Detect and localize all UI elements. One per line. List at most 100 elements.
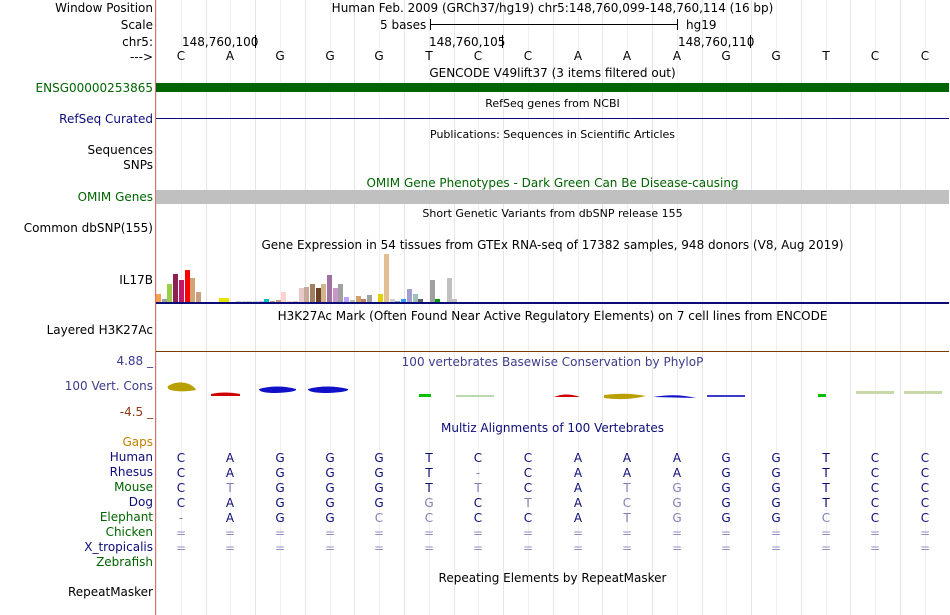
gtex-tissue-bar[interactable]: [452, 299, 457, 302]
gtex-tissue-bar[interactable]: [361, 299, 366, 302]
repeatmasker-track-label[interactable]: RepeatMasker: [67, 585, 153, 599]
h3k27ac-track-label[interactable]: Layered H3K27Ac: [46, 323, 153, 337]
alignment-base: A: [622, 466, 632, 480]
alignment-base: T: [822, 496, 830, 510]
publications-snps-label[interactable]: SNPs: [123, 158, 153, 172]
gtex-tissue-bar[interactable]: [253, 301, 258, 302]
gtex-tissue-bar[interactable]: [259, 301, 264, 302]
alignment-base: G: [325, 451, 335, 465]
gencode-gene-label[interactable]: ENSG00000253865: [35, 81, 153, 95]
gtex-tissue-bar[interactable]: [333, 288, 338, 302]
gtex-tissue-bar[interactable]: [430, 280, 435, 302]
alignment-base: =: [175, 526, 187, 540]
gtex-tissue-bar[interactable]: [378, 294, 383, 302]
gtex-tissue-bar[interactable]: [173, 274, 178, 302]
gencode-gene-feature[interactable]: [156, 83, 949, 92]
multiz-gaps-label[interactable]: Gaps: [122, 435, 153, 449]
sequence-base: C: [473, 49, 483, 63]
gtex-tissue-bar[interactable]: [185, 270, 190, 302]
species-label[interactable]: Elephant: [99, 510, 153, 524]
refseq-gene-line[interactable]: [156, 118, 949, 119]
gtex-tissue-bar[interactable]: [281, 292, 286, 302]
gtex-tissue-bar[interactable]: [344, 297, 349, 302]
gtex-tissue-bar[interactable]: [179, 280, 184, 302]
gtex-tissue-bar[interactable]: [350, 300, 355, 302]
dbsnp-track-label[interactable]: Common dbSNP(155): [23, 221, 153, 235]
gtex-tissue-bar[interactable]: [310, 284, 315, 302]
multiz-track-title[interactable]: Multiz Alignments of 100 Vertebrates: [440, 421, 665, 435]
gtex-tissue-bar[interactable]: [167, 284, 172, 302]
grid-half-line: [677, 0, 678, 615]
species-label[interactable]: X_tropicalis: [84, 540, 153, 554]
grid-line: [305, 0, 306, 615]
gtex-tissue-bar[interactable]: [390, 299, 395, 302]
phylop-track-title[interactable]: 100 vertebrates Basewise Conservation by…: [401, 355, 704, 369]
gtex-tissue-bar[interactable]: [276, 300, 281, 302]
gtex-tissue-bar[interactable]: [367, 295, 372, 302]
alignment-base: G: [275, 466, 285, 480]
species-label[interactable]: Chicken: [105, 525, 153, 539]
gtex-tissue-bar[interactable]: [293, 301, 298, 302]
phylop-track-label[interactable]: 100 Vert. Cons: [64, 379, 153, 393]
gtex-tissue-bar[interactable]: [270, 301, 275, 302]
gtex-tissue-bar[interactable]: [287, 301, 292, 302]
gtex-tissue-bar[interactable]: [264, 299, 269, 302]
gtex-tissue-bar[interactable]: [196, 292, 201, 302]
gtex-tissue-bar[interactable]: [316, 288, 321, 302]
sequence-base: G: [374, 49, 384, 63]
species-label[interactable]: Rhesus: [109, 465, 153, 479]
alignment-base: A: [225, 466, 235, 480]
species-label[interactable]: Human: [109, 450, 153, 464]
gtex-track-title[interactable]: Gene Expression in 54 tissues from GTEx …: [261, 238, 844, 252]
gtex-tissue-bar[interactable]: [321, 284, 326, 302]
gtex-tissue-bar[interactable]: [224, 298, 229, 302]
position-tick-1-mark: [255, 35, 256, 48]
publications-track-title[interactable]: Publications: Sequences in Scientific Ar…: [430, 128, 675, 141]
gencode-track-title[interactable]: GENCODE V49lift37 (3 items filtered out): [429, 66, 676, 80]
gtex-tissue-bar[interactable]: [242, 301, 247, 302]
sequence-base: A: [573, 49, 583, 63]
gtex-tissue-bar[interactable]: [236, 301, 241, 302]
gtex-tissue-bar[interactable]: [190, 278, 195, 302]
alignment-base: =: [324, 526, 336, 540]
repeatmasker-track-title[interactable]: Repeating Elements by RepeatMasker: [438, 571, 667, 585]
alignment-base: =: [472, 541, 484, 555]
gtex-tissue-bar[interactable]: [447, 278, 452, 302]
alignment-base: =: [522, 541, 534, 555]
gtex-tissue-bar[interactable]: [356, 296, 361, 302]
gtex-tissue-bar[interactable]: [219, 298, 224, 302]
gtex-tissue-bar[interactable]: [247, 301, 252, 302]
phylop-logo-plot[interactable]: [156, 378, 949, 404]
gtex-tissue-bar[interactable]: [435, 299, 440, 302]
scale-bar-left-tick: [430, 19, 431, 30]
window-position-value[interactable]: Human Feb. 2009 (GRCh37/hg19) chr5:148,7…: [331, 1, 774, 15]
omim-feature-bar[interactable]: [156, 190, 949, 204]
omim-track-label[interactable]: OMIM Genes: [77, 190, 153, 204]
refseq-track-label[interactable]: RefSeq Curated: [59, 112, 153, 126]
publications-sequences-label[interactable]: Sequences: [87, 143, 153, 157]
grid-line: [454, 0, 455, 615]
gtex-tissue-bar[interactable]: [384, 254, 389, 302]
species-label[interactable]: Zebrafish: [96, 555, 153, 569]
alignment-base: =: [472, 526, 484, 540]
species-label[interactable]: Dog: [128, 495, 153, 509]
gtex-gene-label[interactable]: IL17B: [119, 273, 153, 287]
gtex-tissue-bar[interactable]: [162, 299, 167, 302]
h3k27ac-track-title[interactable]: H3K27Ac Mark (Often Found Near Active Re…: [277, 309, 828, 323]
gtex-tissue-bar[interactable]: [395, 301, 400, 302]
alignment-base: =: [919, 541, 931, 555]
omim-track-title[interactable]: OMIM Gene Phenotypes - Dark Green Can Be…: [366, 176, 739, 190]
gtex-tissue-bar[interactable]: [338, 284, 343, 302]
gtex-tissue-bar[interactable]: [407, 289, 412, 302]
dbsnp-track-title[interactable]: Short Genetic Variants from dbSNP releas…: [422, 207, 683, 220]
gtex-tissue-bar[interactable]: [413, 294, 418, 302]
gtex-tissue-bar[interactable]: [401, 299, 406, 302]
gtex-tissue-bar[interactable]: [156, 294, 161, 302]
species-label[interactable]: Mouse: [114, 480, 153, 494]
refseq-track-title[interactable]: RefSeq genes from NCBI: [485, 97, 620, 110]
gtex-tissue-bar[interactable]: [299, 288, 304, 302]
gtex-tissue-bar[interactable]: [327, 275, 332, 302]
gtex-tissue-bar[interactable]: [304, 287, 309, 302]
grid-half-line: [280, 0, 281, 615]
gtex-tissue-bar[interactable]: [418, 299, 423, 302]
